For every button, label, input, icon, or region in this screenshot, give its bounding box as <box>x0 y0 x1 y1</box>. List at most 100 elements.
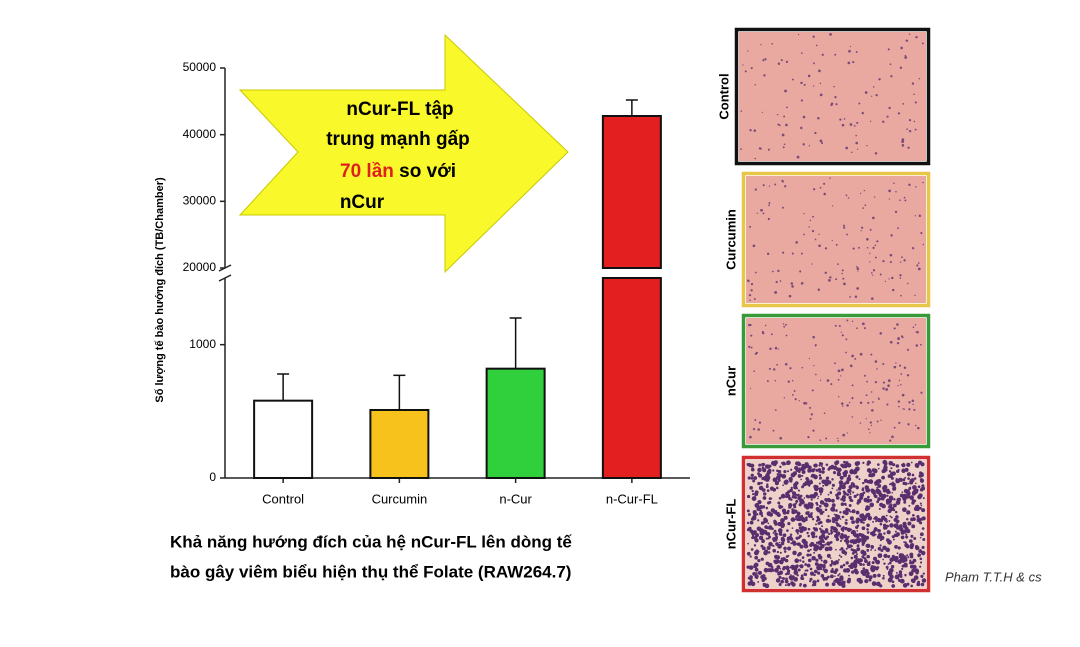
cell <box>883 532 886 535</box>
cell <box>809 219 812 222</box>
cell <box>847 61 851 65</box>
cell <box>825 582 829 586</box>
cell <box>791 540 797 545</box>
cell <box>894 559 898 563</box>
cell <box>891 471 896 476</box>
cell <box>821 467 825 471</box>
cell <box>812 580 817 585</box>
cell <box>902 478 906 482</box>
cell <box>816 503 819 506</box>
panel-frame <box>741 455 931 593</box>
cell <box>796 155 800 159</box>
cell <box>907 282 909 285</box>
cell <box>794 502 797 505</box>
cell <box>777 469 782 474</box>
cell <box>769 347 772 351</box>
cell <box>907 477 910 480</box>
cell <box>762 212 765 215</box>
cell <box>890 75 893 78</box>
cell <box>754 538 759 543</box>
cell <box>861 543 865 546</box>
cell <box>918 78 921 80</box>
cell <box>861 111 864 115</box>
cell <box>784 579 789 584</box>
cell <box>919 518 922 521</box>
cell <box>780 557 783 560</box>
cell <box>800 466 805 471</box>
cell <box>846 544 852 549</box>
cell <box>894 544 898 549</box>
cell <box>898 572 903 577</box>
cell <box>811 518 815 521</box>
cell <box>858 532 862 537</box>
cell <box>800 516 806 522</box>
cell <box>859 422 862 424</box>
cell <box>771 42 774 45</box>
cell <box>895 525 900 530</box>
cell <box>781 461 786 466</box>
cell <box>912 326 915 328</box>
cell <box>835 278 838 281</box>
cell <box>913 120 916 123</box>
cell <box>840 498 843 501</box>
cell <box>839 539 843 543</box>
cell <box>913 499 917 503</box>
cell <box>855 558 860 563</box>
cell <box>778 496 782 500</box>
cell <box>871 297 874 300</box>
cell <box>896 498 900 502</box>
cell <box>817 521 821 525</box>
cell <box>825 476 830 480</box>
cell <box>795 542 799 546</box>
cell <box>904 556 908 560</box>
cell <box>756 513 759 516</box>
cell <box>787 522 791 526</box>
cell <box>915 424 917 427</box>
cell <box>765 506 769 510</box>
cell <box>862 481 865 485</box>
cell <box>811 263 813 265</box>
cell <box>813 491 819 497</box>
cell <box>919 557 923 561</box>
cell <box>762 492 767 496</box>
cell <box>800 500 805 505</box>
cell <box>807 558 812 563</box>
cell <box>818 487 822 491</box>
cell <box>830 559 834 563</box>
cell <box>904 199 907 202</box>
cell <box>748 463 752 468</box>
cell <box>820 538 825 543</box>
cell <box>872 401 874 403</box>
cell <box>859 352 863 356</box>
cell <box>855 134 857 137</box>
cell <box>906 128 908 130</box>
cell <box>851 520 855 525</box>
cell <box>841 368 844 372</box>
cell <box>850 556 854 560</box>
cell <box>757 570 762 575</box>
cell <box>917 485 921 489</box>
cell <box>874 527 877 530</box>
caption: Khả năng hướng đích của hệ nCur-FL lên d… <box>170 532 572 551</box>
cell <box>883 525 887 530</box>
cell <box>846 476 852 482</box>
cell <box>742 64 744 66</box>
cell <box>776 482 779 485</box>
cell <box>809 406 812 409</box>
cell <box>805 518 808 522</box>
cell <box>891 535 895 539</box>
cell <box>871 468 876 472</box>
cell <box>758 147 762 150</box>
cell <box>818 474 822 477</box>
cell <box>801 485 804 489</box>
cell <box>821 530 826 535</box>
cell <box>783 115 786 118</box>
cell <box>862 491 866 495</box>
cell <box>784 185 787 188</box>
cell <box>890 482 893 486</box>
cell <box>857 246 860 249</box>
cell <box>907 489 910 492</box>
cell <box>749 435 752 439</box>
cell <box>903 259 906 262</box>
cell <box>899 493 904 498</box>
